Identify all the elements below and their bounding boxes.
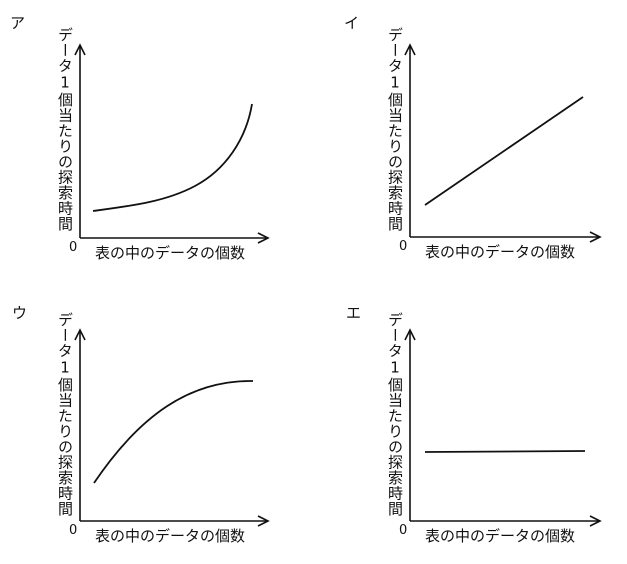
origin-label: 0 bbox=[399, 239, 407, 254]
y-axis-label: データ1個当たりの探索時間 bbox=[386, 312, 404, 517]
x-axis-arrow bbox=[589, 515, 602, 527]
x-axis-label: 表の中のデータの個数 bbox=[95, 244, 245, 262]
curve bbox=[424, 96, 584, 206]
origin-label: 0 bbox=[399, 523, 407, 538]
y-axis-arrow bbox=[74, 43, 86, 56]
panel-label: ウ bbox=[12, 304, 27, 322]
y-axis-arrow bbox=[404, 43, 416, 56]
y-axis-arrow bbox=[74, 328, 86, 341]
y-axis-arrow bbox=[404, 328, 416, 341]
panel-label: イ bbox=[344, 14, 359, 32]
x-axis-arrow bbox=[257, 232, 270, 244]
origin-label: 0 bbox=[69, 240, 77, 255]
y-axis-label: データ1個当たりの探索時間 bbox=[386, 27, 404, 232]
panel-label: エ bbox=[346, 304, 361, 322]
origin-label: 0 bbox=[69, 523, 77, 538]
x-axis-arrow bbox=[589, 231, 602, 243]
curve bbox=[93, 380, 254, 484]
y-axis-label: データ1個当たりの探索時間 bbox=[56, 27, 74, 232]
curve bbox=[424, 450, 586, 453]
x-axis-label: 表の中のデータの個数 bbox=[95, 527, 245, 545]
curve bbox=[92, 103, 253, 212]
x-axis-arrow bbox=[257, 515, 270, 527]
y-axis-label: データ1個当たりの探索時間 bbox=[56, 312, 74, 517]
panel-label: ア bbox=[10, 14, 25, 32]
x-axis-label: 表の中のデータの個数 bbox=[425, 527, 575, 545]
x-axis-label: 表の中のデータの個数 bbox=[425, 243, 575, 261]
